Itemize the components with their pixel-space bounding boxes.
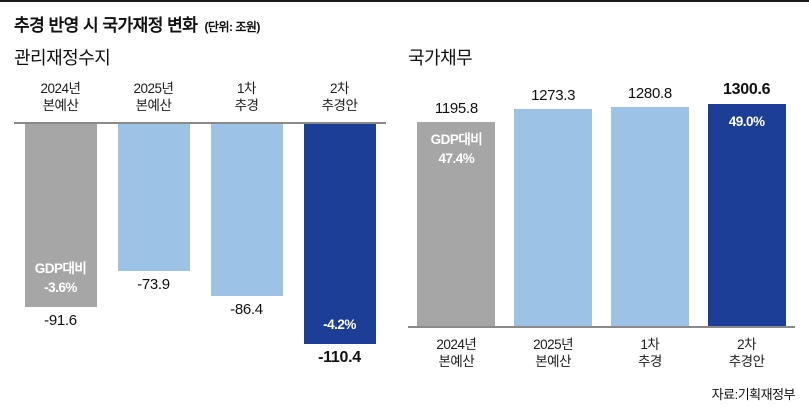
bar <box>117 123 190 271</box>
category-label: 2차 추경안 <box>728 337 765 370</box>
category-labels-bottom: 2024년 본예산 2025년 본예산 1차 추경 2차 추경안 <box>408 328 795 371</box>
source-label: 자료:기획재정부 <box>711 387 796 402</box>
bar: -4.2% <box>303 123 376 344</box>
bar-annotation: GDP대비 47.4% <box>430 132 483 166</box>
bar: GDP대비 47.4% <box>417 122 496 326</box>
bar <box>210 123 283 296</box>
bar-annotation: GDP대비 -3.6% <box>34 260 87 295</box>
bar-column: 1195.8 GDP대비 47.4% <box>408 76 505 326</box>
bars-area: GDP대비 -3.6% -91.6 -73.9 -86.4 <box>14 121 386 367</box>
category-label: 2025년 본예산 <box>133 81 174 114</box>
bar-column: 1280.8 <box>602 76 699 326</box>
bar: 49.0% <box>707 104 786 326</box>
charts-row: 관리재정수지 2024년 본예산 2025년 본예산 1차 추경 2차 추경안 … <box>0 36 809 371</box>
bar-value-label: -91.6 <box>44 311 77 329</box>
bar-value-label: -110.4 <box>318 348 361 366</box>
unit-label: (단위: 조원) <box>204 20 260 34</box>
bar-column: GDP대비 -3.6% -91.6 <box>14 123 107 329</box>
bar-value-label: 1195.8 <box>434 100 478 117</box>
chart-fiscal-balance: 관리재정수지 2024년 본예산 2025년 본예산 1차 추경 2차 추경안 … <box>14 40 386 371</box>
bar-column: 1300.6 49.0% <box>698 76 795 326</box>
bar-annotation: -4.2% <box>323 316 356 332</box>
category-label: 1차 추경 <box>637 337 662 370</box>
chart-national-debt: 국가채무 1195.8 GDP대비 47.4% 1273.3 1280.8 <box>408 40 795 371</box>
bar-annotation: 49.0% <box>728 114 765 129</box>
category-label: 2차 추경안 <box>321 81 358 114</box>
bars-area: 1195.8 GDP대비 47.4% 1273.3 1280.8 <box>408 76 795 328</box>
category-labels-top: 2024년 본예산 2025년 본예산 1차 추경 2차 추경안 <box>14 80 386 122</box>
bar-value-label: 1273.3 <box>531 87 576 104</box>
chart-title-fiscal-balance: 관리재정수지 <box>14 48 111 68</box>
page-title: 추경 반영 시 국가재정 변화 <box>14 16 198 35</box>
bar-value-label: 1280.8 <box>627 85 672 102</box>
bar <box>610 107 689 326</box>
bar-value-label: -86.4 <box>230 300 263 318</box>
category-label: 2024년 본예산 <box>436 337 477 370</box>
page-header: 추경 반영 시 국가재정 변화 (단위: 조원) <box>0 2 809 36</box>
bar: GDP대비 -3.6% <box>24 123 97 307</box>
bar-column: -73.9 <box>107 123 200 293</box>
category-label: 2024년 본예산 <box>40 81 81 114</box>
bar <box>514 109 593 326</box>
bar-column: -4.2% -110.4 <box>293 123 386 367</box>
bar-column: 1273.3 <box>505 76 602 326</box>
bar-column: -86.4 <box>200 123 293 318</box>
category-label: 1차 추경 <box>234 81 259 114</box>
bar-value-label: -73.9 <box>137 275 170 293</box>
bar-value-label: 1300.6 <box>723 81 771 98</box>
chart-title-national-debt: 국가채무 <box>408 48 473 68</box>
category-label: 2025년 본예산 <box>533 337 574 370</box>
